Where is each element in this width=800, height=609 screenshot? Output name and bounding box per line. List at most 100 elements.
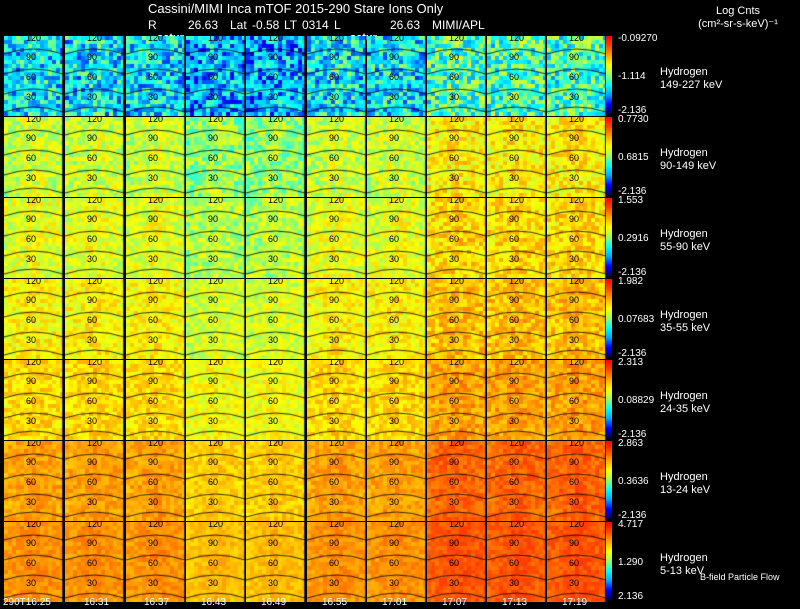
angle-label: 90 [208,133,219,143]
angle-label: 120 [509,522,525,529]
angle-label: 90 [268,214,279,224]
image-cell: 120 90 60 30 [186,36,246,116]
image-cell: 120 90 60 30 [4,198,64,278]
colorbar-mid: 0.08829 [618,395,655,406]
angle-label: 60 [268,153,279,163]
angle-label: 60 [208,396,219,406]
angle-label: 120 [449,198,465,205]
angle-label: 120 [389,441,405,448]
angle-label: 90 [329,295,340,305]
angle-label: 30 [208,335,219,345]
angle-label: 30 [87,497,98,507]
angle-label: 90 [449,376,460,386]
angle-label: 120 [148,117,164,124]
angle-label: 90 [389,295,400,305]
angle-label: 30 [26,92,37,102]
angle-label: 60 [509,315,520,325]
angle-label: 90 [569,52,580,62]
angle-label: 90 [87,295,98,305]
angle-label: 60 [329,72,340,82]
angle-label: 120 [148,522,164,529]
angle-label: 30 [509,335,520,345]
angle-label: 90 [509,52,520,62]
energy-panel: 120 90 60 30 120 90 60 30 120 90 60 30 120 90 60 30 120 9… [2,441,606,521]
angle-label: 120 [26,198,42,205]
image-cell: 120 90 60 30 [427,198,487,278]
angle-label: 30 [449,254,460,264]
angle-label: 60 [208,558,219,568]
angle-label: 60 [329,558,340,568]
colorbar [606,441,612,519]
angle-label: 60 [268,72,279,82]
angle-label: 30 [268,173,279,183]
energy-panel: 120 90 60 30 120 90 60 30 120 90 60 30 120 90 60 30 120 9… [2,36,606,116]
image-cell: 120 90 60 30 [65,117,125,197]
angle-label: 60 [87,315,98,325]
angle-label: 120 [148,36,164,43]
angle-label: 30 [329,416,340,426]
angle-label: 30 [87,254,98,264]
angle-label: 90 [329,133,340,143]
lt-label: LT [284,18,298,32]
lt-value: 0314 [302,18,329,32]
angle-label: 60 [449,558,460,568]
angle-label: 120 [87,117,103,124]
angle-label: 90 [509,295,520,305]
energy-range: 24-35 keV [660,403,711,415]
angle-label: 30 [268,497,279,507]
angle-label: 90 [87,214,98,224]
angle-label: 120 [569,441,585,448]
angle-label: 60 [329,234,340,244]
angle-label: 30 [148,92,159,102]
angle-label: 30 [26,578,37,588]
angle-label: 120 [389,522,405,529]
angle-label: 60 [87,153,98,163]
angle-label: 60 [389,396,400,406]
l-value: 26.63 [390,18,421,32]
image-cell: 120 90 60 30 [487,198,547,278]
image-cell: 120 90 60 30 [307,117,367,197]
angle-label: 60 [449,315,460,325]
colorbar [606,117,612,195]
angle-label: 30 [268,578,279,588]
angle-label: 90 [389,133,400,143]
image-cell: 120 90 60 30 [307,36,367,116]
angle-label: 120 [569,279,585,286]
angle-label: 60 [569,558,580,568]
l-label: L [334,18,341,32]
angle-label: 30 [449,92,460,102]
image-cell: 120 90 60 30 [186,522,246,602]
angle-label: 90 [148,295,159,305]
angle-label: 120 [449,279,465,286]
angle-label: 60 [87,234,98,244]
image-cell: 120 90 60 30 [427,522,487,602]
time-label: 16:49 [261,597,287,608]
species-name: Hydrogen [660,228,708,240]
image-cell: 120 90 60 30 [126,279,186,359]
angle-label: 60 [148,396,159,406]
angle-label: 30 [389,335,400,345]
image-cell: 120 90 60 30 [126,522,186,602]
angle-label: 30 [87,173,98,183]
colorbar [606,522,612,600]
angle-label: 60 [569,477,580,487]
image-cell: 120 90 60 30 [367,198,427,278]
angle-label: 90 [208,538,219,548]
angle-label: 90 [509,538,520,548]
angle-label: 30 [569,92,580,102]
angle-label: 30 [329,173,340,183]
image-cell: 120 90 60 30 [246,279,306,359]
angle-label: 120 [87,441,103,448]
angle-label: 90 [268,538,279,548]
angle-label: 60 [208,315,219,325]
angle-label: 120 [389,279,405,286]
angle-label: 30 [268,254,279,264]
colorbar-max: 0.7730 [618,114,649,125]
angle-label: 120 [509,279,525,286]
angle-label: 60 [148,234,159,244]
units-line-2: (cm²-sr-s-keV)⁻¹ [698,18,778,30]
angle-label: 30 [329,578,340,588]
angle-label: 120 [569,117,585,124]
angle-label: 60 [389,72,400,82]
angle-label: 120 [208,279,224,286]
